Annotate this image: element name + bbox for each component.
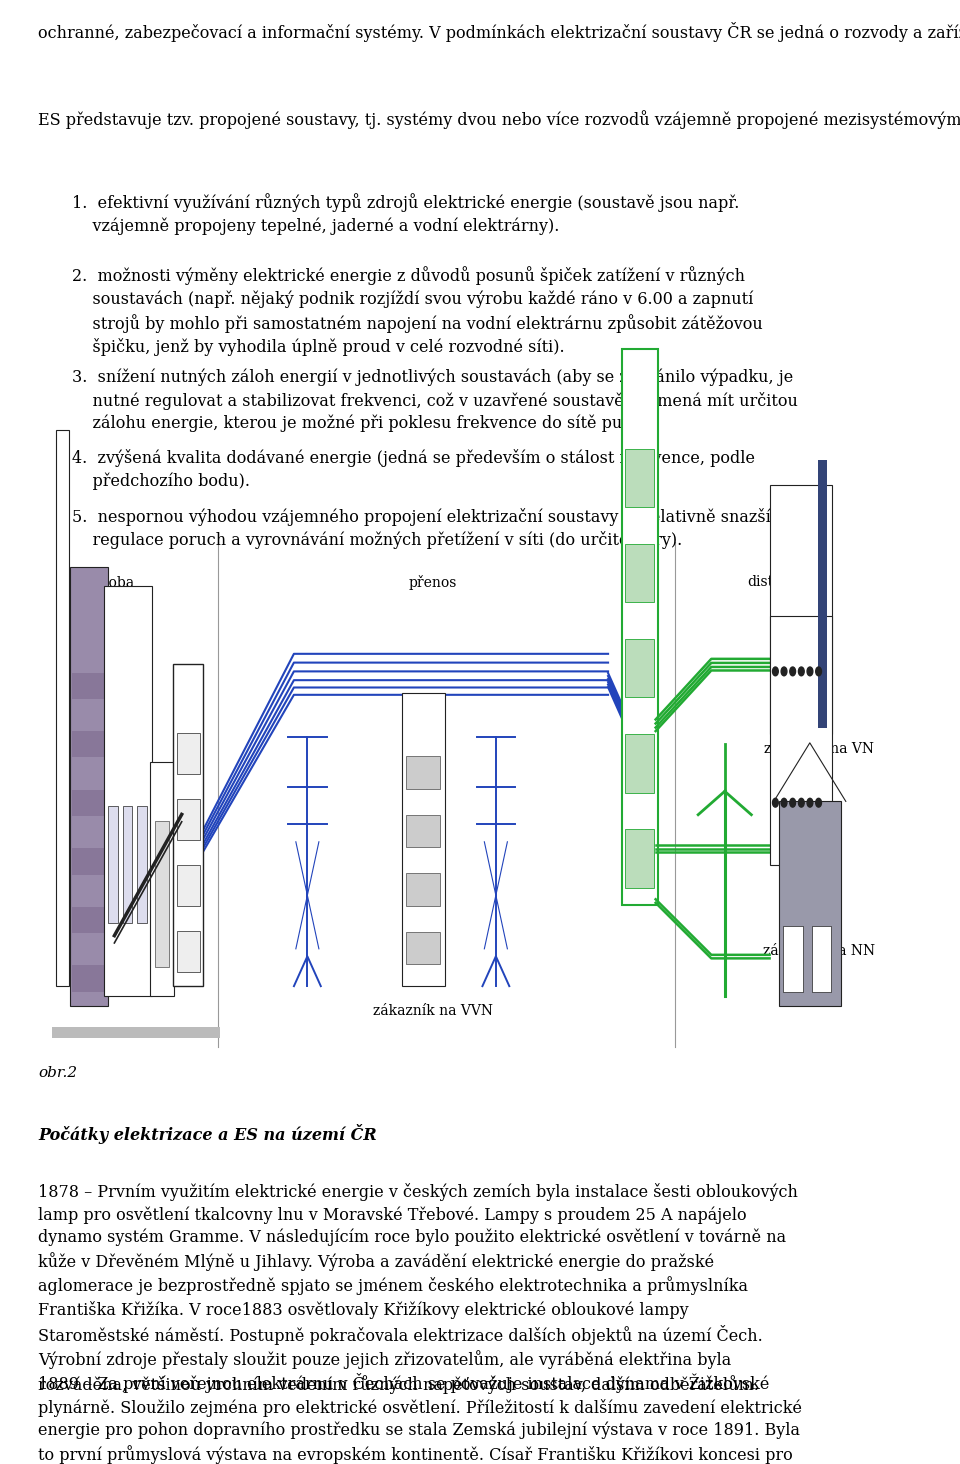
Bar [625, 638, 654, 697]
Circle shape [799, 798, 804, 807]
Bar [625, 543, 654, 602]
Bar [621, 348, 658, 905]
Circle shape [807, 668, 813, 676]
Bar [625, 448, 654, 507]
Circle shape [790, 798, 796, 807]
Circle shape [773, 668, 779, 676]
Bar [173, 665, 204, 987]
Text: zákazník na NN: zákazník na NN [763, 944, 876, 957]
Bar [818, 460, 828, 597]
Text: přenos: přenos [409, 574, 457, 590]
Circle shape [799, 668, 804, 676]
Bar [770, 485, 832, 733]
Bar [779, 801, 841, 1006]
Bar [406, 815, 440, 848]
Bar [72, 672, 105, 698]
Text: 2.  možnosti výměny elektrické energie z důvodů posunů špiček zatížení v různých: 2. možnosti výměny elektrické energie z … [72, 266, 763, 356]
Bar [52, 1026, 220, 1038]
Text: 1.  efektivní využívání různých typů zdrojů elektrické energie (soustavě jsou na: 1. efektivní využívání různých typů zdro… [72, 193, 739, 234]
Bar [177, 865, 200, 906]
Circle shape [816, 668, 822, 676]
Bar [72, 731, 105, 757]
Text: zákazník na VVN: zákazník na VVN [373, 1004, 493, 1019]
Bar [783, 925, 803, 991]
Circle shape [790, 668, 796, 676]
Bar [406, 933, 440, 965]
Text: ES představuje tzv. propojené soustavy, tj. systémy dvou nebo více rozvodů vzáje: ES představuje tzv. propojené soustavy, … [38, 110, 960, 129]
Bar [177, 733, 200, 774]
Bar [104, 587, 152, 997]
Bar [812, 925, 831, 991]
Bar [177, 799, 200, 840]
Bar [72, 965, 105, 991]
Circle shape [781, 798, 787, 807]
Text: 1878 – Prvním využitím elektrické energie v českých zemích byla instalace šesti : 1878 – Prvním využitím elektrické energi… [38, 1183, 799, 1394]
Bar [401, 694, 444, 987]
Bar [625, 733, 654, 792]
Bar [69, 567, 108, 1006]
Bar [72, 789, 105, 815]
Text: zákazník na VN: zákazník na VN [764, 742, 874, 755]
Text: 1889 – Za první veřejnou elektrárnu v Čechách se považuje instalace dynama v Žiž: 1889 – Za první veřejnou elektrárnu v Če… [38, 1373, 803, 1464]
Circle shape [773, 798, 779, 807]
Circle shape [781, 668, 787, 676]
Bar [72, 848, 105, 874]
Text: 4.  zvýšená kvalita dodávané energie (jedná se především o stálost frekvence, po: 4. zvýšená kvalita dodávané energie (jed… [72, 449, 755, 490]
Bar [72, 906, 105, 933]
Text: Počátky elektrizace a ES na území ČR: Počátky elektrizace a ES na území ČR [38, 1124, 377, 1145]
Bar [818, 591, 828, 728]
Bar [406, 757, 440, 789]
Text: výroba: výroba [85, 574, 134, 590]
Bar [56, 430, 68, 987]
Bar [151, 763, 175, 997]
Bar [770, 616, 832, 865]
Text: 5.  nespornou výhodou vzájemného propojení elektrizační soustavy je relativně sn: 5. nespornou výhodou vzájemného propojen… [72, 508, 771, 549]
Bar [177, 931, 200, 972]
Bar [108, 807, 118, 924]
Bar [406, 874, 440, 906]
Text: 3.  snížení nutných záloh energií v jednotlivých soustavách (aby se zabránilo vý: 3. snížení nutných záloh energií v jedno… [72, 369, 798, 432]
Text: distribuce: distribuce [748, 575, 819, 589]
Bar [625, 829, 654, 887]
Text: obr.2: obr.2 [38, 1066, 78, 1080]
Circle shape [807, 798, 813, 807]
Bar [156, 820, 170, 968]
Circle shape [816, 798, 822, 807]
Bar [123, 807, 132, 924]
Text: ochranné, zabezpečovací a informační systémy. V podmínkách elektrizační soustavy: ochranné, zabezpečovací a informační sys… [38, 22, 960, 42]
Bar [137, 807, 147, 924]
